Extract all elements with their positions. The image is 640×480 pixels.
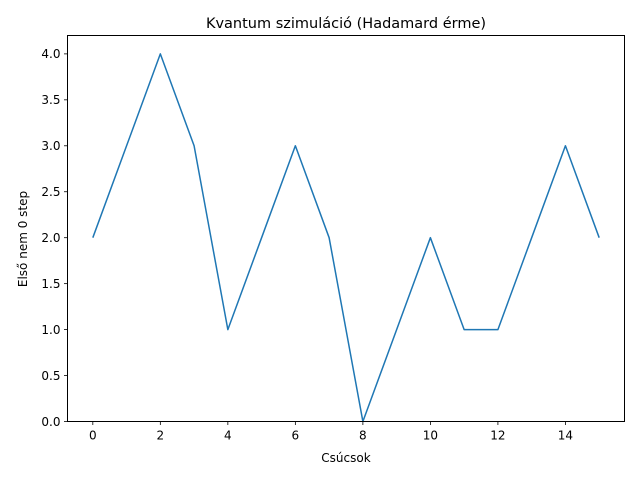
data-point — [193, 145, 195, 147]
data-point — [463, 329, 465, 331]
y-tick-label: 1.5 — [41, 277, 60, 291]
x-axis-label: Csúcsok — [321, 451, 370, 465]
data-point — [328, 237, 330, 239]
data-point — [396, 329, 398, 331]
y-tick-label: 1.0 — [41, 323, 60, 337]
y-axis-label: Első nem 0 step — [16, 191, 30, 287]
plot-area-frame — [67, 35, 625, 422]
y-tick-label: 0.0 — [41, 415, 60, 429]
data-point — [92, 237, 94, 239]
y-tick-label: 2.0 — [41, 231, 60, 245]
y-tick-label: 3.5 — [41, 93, 60, 107]
x-tick-label: 14 — [558, 429, 573, 443]
data-point — [564, 145, 566, 147]
y-tick-label: 2.5 — [41, 185, 60, 199]
data-point — [497, 329, 499, 331]
axis-ticks: 0 2 4 6 8 10 12 14 0.0 0.5 1.0 1.5 2.0 2.5 3.0 3.5 4.0 — [41, 47, 573, 442]
data-point — [227, 329, 229, 331]
x-tick-label: 0 — [89, 429, 97, 443]
x-tick-label: 8 — [359, 429, 367, 443]
y-tick-label: 4.0 — [41, 47, 60, 61]
data-point — [261, 237, 263, 239]
x-tick-label: 4 — [224, 429, 232, 443]
y-tick-label: 0.5 — [41, 369, 60, 383]
data-point — [531, 237, 533, 239]
x-tick-label: 2 — [157, 429, 165, 443]
x-tick-label: 10 — [423, 429, 438, 443]
data-point — [598, 237, 600, 239]
data-point — [429, 237, 431, 239]
data-point — [159, 53, 161, 55]
chart-title: Kvantum szimuláció (Hadamard érme) — [206, 16, 486, 32]
y-tick-label: 3.0 — [41, 139, 60, 153]
series-line — [92, 53, 600, 423]
data-point — [294, 145, 296, 147]
x-tick-label: 12 — [490, 429, 505, 443]
series-layer — [92, 53, 600, 423]
data-point — [126, 145, 128, 147]
x-tick-label: 6 — [292, 429, 300, 443]
